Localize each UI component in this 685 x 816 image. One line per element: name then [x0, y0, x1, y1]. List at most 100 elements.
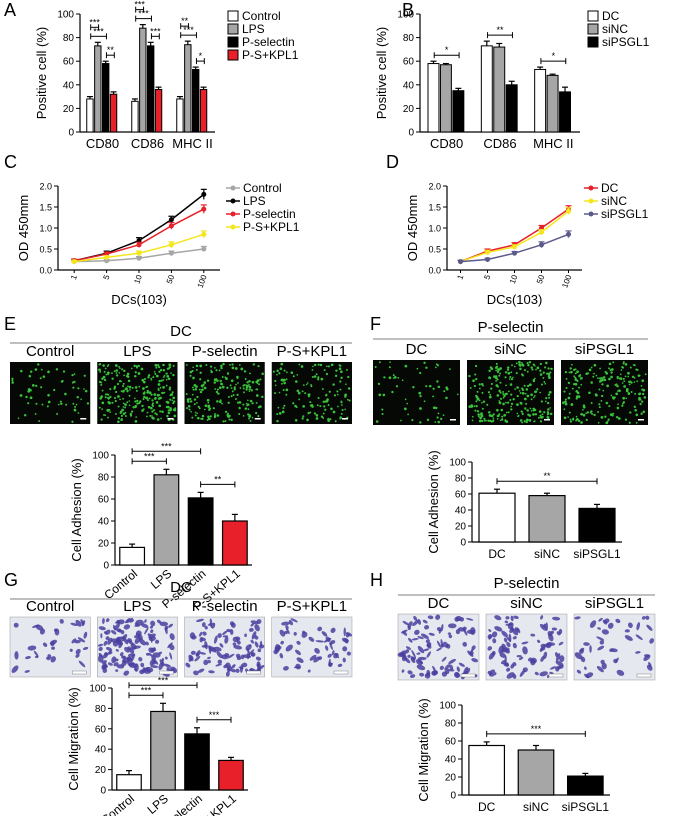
cell-dot	[61, 379, 64, 383]
cell-dot	[157, 388, 160, 392]
cell-dot	[334, 374, 338, 378]
bar	[480, 45, 493, 133]
cell-dot	[611, 414, 614, 417]
cell-dot	[142, 380, 146, 384]
scale-bar	[333, 670, 349, 675]
cell-blob	[256, 619, 262, 625]
cell-dot	[279, 367, 283, 371]
cell-dot	[502, 393, 505, 395]
y-tick-label: 20	[403, 104, 415, 115]
cell-dot	[321, 388, 324, 390]
cell-dot	[604, 370, 607, 374]
cell-blob	[416, 664, 426, 671]
bar	[150, 710, 176, 791]
cell-dot	[568, 371, 571, 374]
cell-dot	[201, 417, 204, 420]
cell-dot	[201, 385, 204, 388]
cell-blob	[135, 632, 140, 639]
cell-dot	[521, 391, 525, 395]
cell-blob	[103, 640, 108, 646]
cell-dot	[377, 382, 381, 386]
cell-dot	[122, 397, 125, 400]
cell-dot	[534, 408, 537, 412]
cell-dot	[161, 410, 164, 414]
point	[566, 231, 571, 237]
cell-blob	[193, 670, 199, 676]
cell-dot	[212, 407, 215, 410]
cell-dot	[621, 366, 625, 369]
cell-dot	[491, 420, 494, 423]
cell-blob	[539, 671, 548, 677]
cell-dot	[185, 407, 188, 410]
cell-dot	[478, 399, 481, 402]
cell-dot	[526, 370, 529, 373]
cell-dot	[604, 415, 607, 418]
cell-dot	[395, 385, 399, 388]
cell-blob	[235, 668, 240, 673]
cell-dot	[232, 394, 235, 397]
significance-label: ***	[89, 17, 100, 27]
cell-blob	[195, 650, 201, 657]
cell-blob	[512, 662, 517, 667]
bar	[505, 84, 518, 133]
y-tick-label: 60	[455, 490, 467, 501]
x-tick-label: 5	[101, 273, 111, 281]
micrograph-bg	[373, 360, 460, 425]
cell-dot	[601, 378, 604, 381]
cell-dot	[419, 421, 422, 424]
cell-blob	[415, 659, 423, 666]
cell-blob	[401, 669, 405, 673]
cell-dot	[598, 403, 601, 406]
cell-blob	[164, 656, 168, 660]
cell-dot	[571, 363, 573, 366]
cell-dot	[513, 365, 516, 368]
y-tick-label: 0.0	[39, 266, 52, 276]
bar	[109, 93, 118, 133]
significance-label: ***	[183, 25, 194, 35]
cell-dot	[313, 412, 317, 415]
cell-dot	[545, 361, 548, 365]
cell-blob	[554, 652, 559, 658]
cell-dot	[40, 368, 43, 371]
cell-dot	[311, 369, 314, 371]
cell-dot	[549, 407, 552, 409]
cell-dot	[130, 410, 134, 413]
cell-dot	[544, 400, 547, 403]
cell-dot	[523, 369, 527, 372]
cell-blob	[232, 642, 237, 646]
cell-dot	[519, 365, 522, 367]
cell-blob	[596, 636, 605, 641]
cell-blob	[438, 629, 442, 634]
cell-blob	[512, 642, 517, 649]
cell-dot	[539, 362, 542, 365]
cell-blob	[589, 620, 597, 628]
cell-dot	[119, 412, 122, 414]
cell-blob	[549, 666, 557, 670]
cell-dot	[341, 408, 344, 412]
cell-blob	[462, 641, 468, 647]
y-tick-label: 40	[445, 755, 457, 766]
cell-dot	[309, 401, 312, 404]
cell-blob	[555, 660, 564, 667]
cell-dot	[436, 364, 439, 367]
point	[136, 242, 142, 248]
cell-blob	[410, 674, 416, 679]
cell-dot	[607, 418, 610, 421]
legend-label: P-selectin	[242, 35, 295, 49]
cell-dot	[230, 418, 233, 422]
cell-dot	[576, 379, 579, 382]
cell-blob	[35, 624, 44, 631]
cell-dot	[283, 404, 286, 407]
cell-dot	[517, 414, 520, 417]
cell-blob	[318, 656, 323, 660]
cell-blob	[488, 652, 495, 660]
cell-dot	[526, 384, 530, 388]
cell-dot	[129, 388, 131, 391]
cell-blob	[69, 648, 73, 652]
cell-dot	[633, 377, 636, 379]
cell-blob	[116, 636, 125, 640]
cell-blob	[648, 661, 652, 668]
cell-blob	[288, 619, 294, 626]
cell-dot	[609, 369, 612, 371]
cell-dot	[476, 410, 480, 413]
